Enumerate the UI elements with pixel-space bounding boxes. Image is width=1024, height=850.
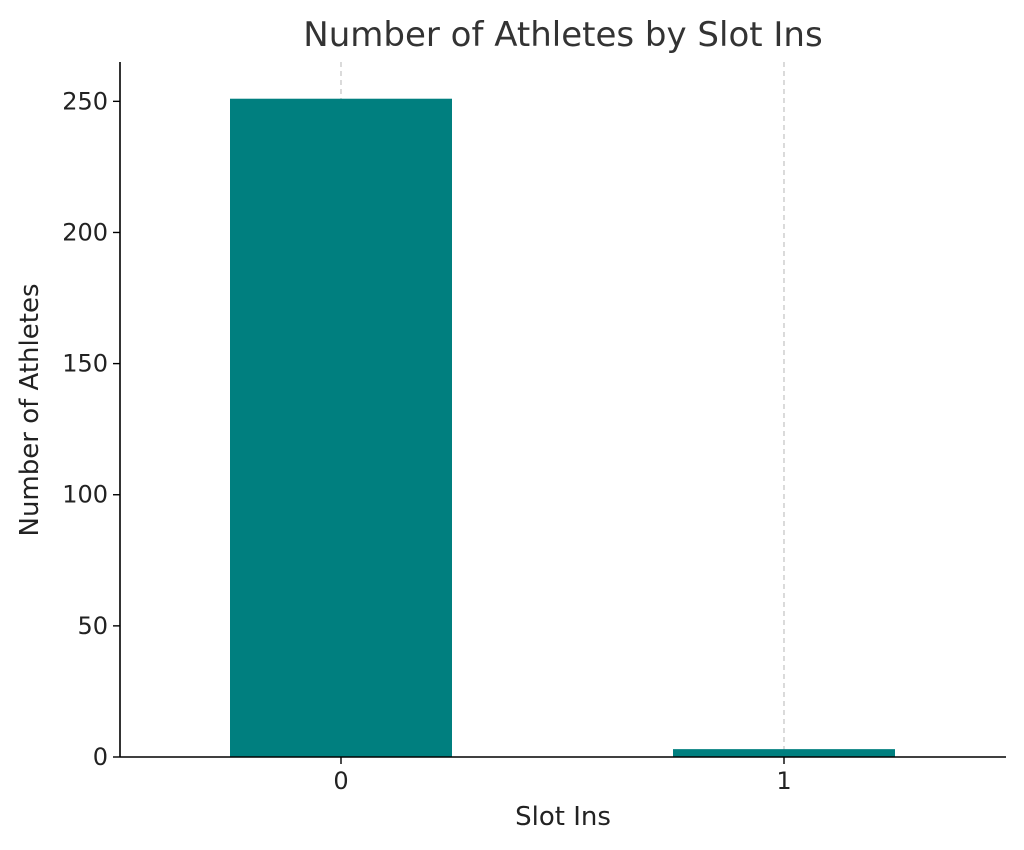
x-tick-label-1: 1 xyxy=(776,767,791,795)
y-tick-label-250: 250 xyxy=(62,87,108,115)
axes-layer xyxy=(119,62,1006,758)
y-tick-label-150: 150 xyxy=(62,350,108,378)
y-axis-label: Number of Athletes xyxy=(15,284,45,537)
y-tick-label-50: 50 xyxy=(77,612,108,640)
ticks-layer: 0 1 0 50 100 150 200 250 xyxy=(62,87,791,795)
y-tick-label-100: 100 xyxy=(62,481,108,509)
bar-0 xyxy=(230,98,452,757)
x-axis-label: Slot Ins xyxy=(515,802,611,832)
y-tick-label-200: 200 xyxy=(62,218,108,246)
y-tick-label-0: 0 xyxy=(93,743,108,771)
bar-1 xyxy=(673,749,895,757)
x-tick-label-0: 0 xyxy=(333,767,348,795)
chart-title: Number of Athletes by Slot Ins xyxy=(303,15,822,55)
bars-layer xyxy=(230,98,895,757)
